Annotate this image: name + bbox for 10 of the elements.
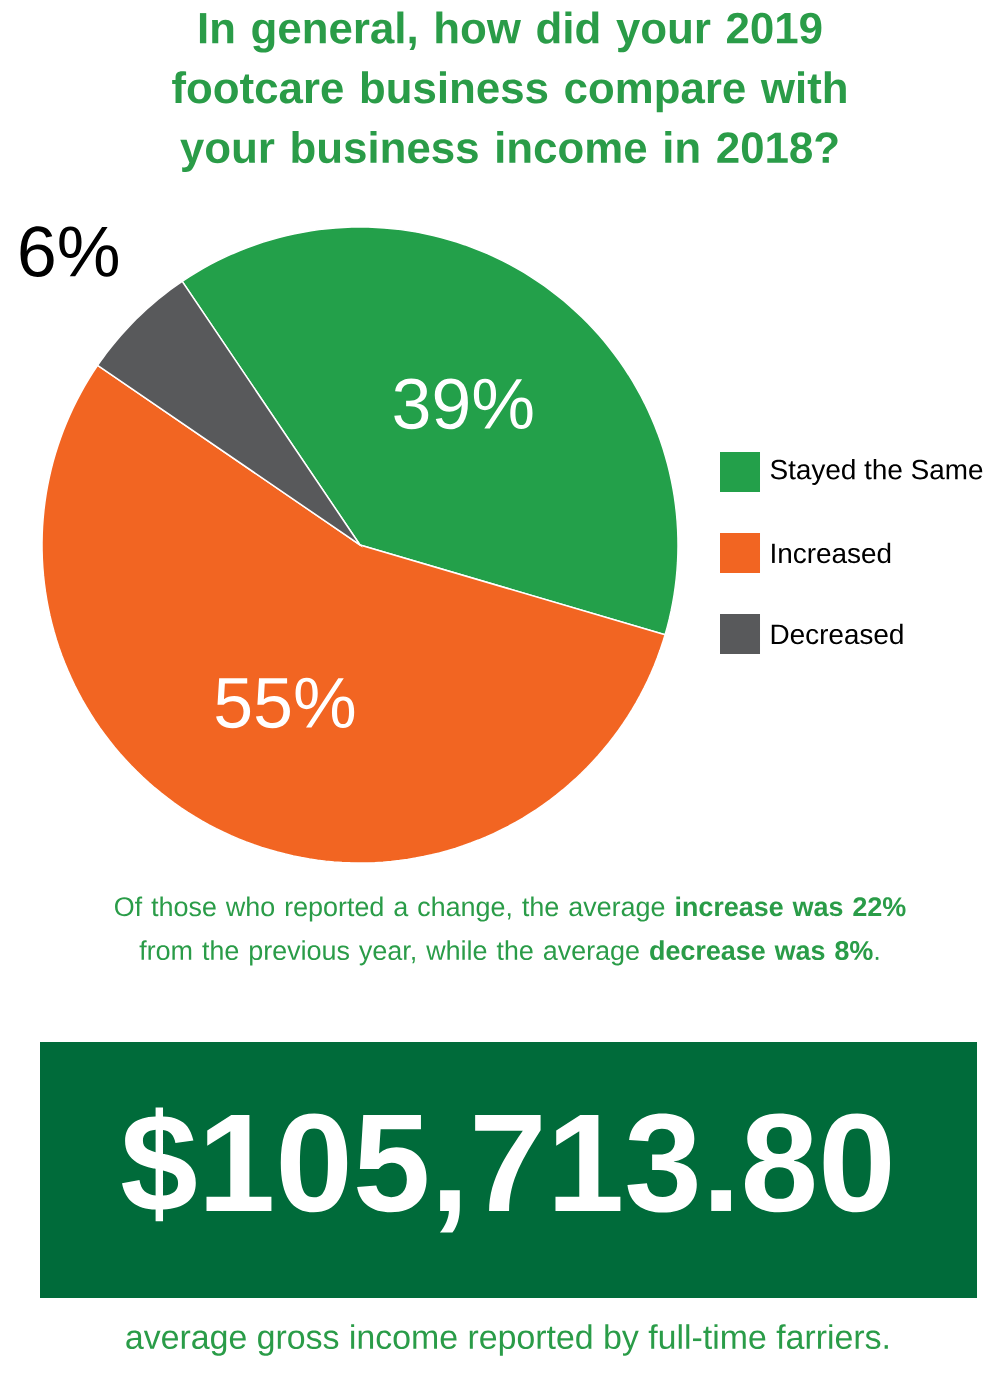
- data-label: 55%: [216, 677, 355, 729]
- text: average gross income reported by full-time farriers.: [126, 1324, 888, 1356]
- legend-label: Decreased: [771, 623, 903, 645]
- chart-title: In general, how did your 2019 footcare business compare with your business income in 2018?: [172, 11, 846, 172]
- data-label: 6%: [20, 226, 118, 278]
- data-label: 39%: [394, 378, 533, 430]
- text: Of those who reported a change, the average increase was 22% from the previous year, while the average decrease was 8%.: [115, 896, 906, 966]
- legend-label: Increased: [772, 542, 891, 564]
- legend-label: Stayed the Same: [770, 459, 983, 485]
- text: $105,713.80: [122, 1107, 890, 1233]
